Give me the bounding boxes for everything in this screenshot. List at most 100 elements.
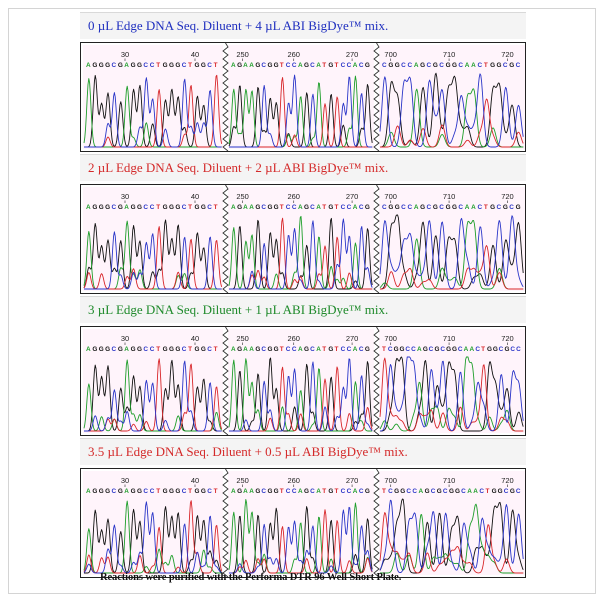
- chromatogram-svg: 30 40 A GGGC GA GGC C T GGGC T GGC T 250 260 270 AGAAGC…: [83, 43, 525, 151]
- position-tick-label: 30: [121, 192, 129, 201]
- chromatogram-panel: 700 710 720 T CGGCCAGCGCGGCAACT GGCGC: [379, 471, 525, 575]
- chromatogram-panel: 250 260 270 AGAAGCGGT CCAGCAT GT CCACG: [228, 45, 374, 149]
- chromatogram-panel: 250 260 270 AGAAGCGGT CCAGCAT GT CCACG: [228, 329, 374, 433]
- base-call-sequence: AGAAGCGGT CCAGCAT GT CCACG: [231, 204, 370, 211]
- trace-t: [229, 217, 373, 290]
- chromatogram-svg: 30 40 A GGGC GA GGC C T GGGC T GGC T 250 260 270 AGAAGC…: [83, 327, 525, 435]
- section-title: 0 µL Edge DNA Seq. Diluent + 4 µL ABI Bi…: [80, 12, 526, 39]
- position-tick-label: 250: [236, 50, 249, 59]
- trace-t: [84, 74, 223, 148]
- chromatogram-svg: 30 40 A GGGC GA GGC C T GGGC T GGC T 250 260 270 AGAAGC…: [83, 469, 525, 577]
- trace-a: [228, 75, 373, 148]
- trace-c: [229, 74, 373, 148]
- base-call-sequence: A GGGC GA GGC C T GGGC T GGC T: [86, 346, 218, 353]
- chromatogram-row: 30 40 A GGGC GA GGC C T GGGC T GGC T 250 260 270 AGAAGC…: [80, 468, 526, 578]
- position-tick-label: 270: [346, 192, 359, 201]
- trace-a: [83, 500, 222, 574]
- chromatogram-section: 2 µL Edge DNA Seq. Diluent + 2 µL ABI Bi…: [80, 154, 526, 296]
- trace-c: [84, 77, 222, 148]
- position-tick-label: 30: [121, 334, 129, 343]
- position-tick-label: 720: [501, 50, 514, 59]
- position-tick-label: 260: [287, 334, 300, 343]
- position-tick-label: 40: [191, 334, 199, 343]
- trace-t: [380, 98, 524, 148]
- position-tick-label: 710: [443, 334, 456, 343]
- trace-c: [379, 215, 524, 290]
- panel-break-line: [373, 327, 380, 435]
- base-call-sequence: AGAAGCGGT CCAGCAT GT CCACG: [231, 62, 370, 69]
- panel-background: [83, 329, 223, 433]
- panel-break-line: [222, 185, 229, 293]
- position-tick-label: 720: [501, 192, 514, 201]
- position-tick-label: 40: [191, 192, 199, 201]
- figure-caption: Reactions were purified with the Perform…: [100, 572, 402, 583]
- position-tick-label: 700: [384, 50, 397, 59]
- chromatogram-section: 3 µL Edge DNA Seq. Diluent + 1 µL ABI Bi…: [80, 296, 526, 438]
- chromatogram-panel: 700 710 720 C GGC C A GC GC GGC A A C T GGC GC: [379, 45, 525, 149]
- chromatogram-panel: 30 40 A GGGC GA GGC C T GGGC T GGC T: [83, 45, 223, 149]
- panel-background: [228, 329, 374, 433]
- chromatogram-row: 30 40 A GGGC GA GGC C T GGGC T GGC T 250 260 270 AGAAGC…: [80, 184, 526, 294]
- position-tick-label: 250: [236, 476, 249, 485]
- panel-break-line: [373, 469, 380, 577]
- chromatogram-row: 30 40 A GGGC GA GGC C T GGGC T GGC T 250 260 270 AGAAGC…: [80, 326, 526, 436]
- trace-c: [229, 218, 373, 290]
- chromatogram-section: 3.5 µL Edge DNA Seq. Diluent + 0.5 µL AB…: [80, 438, 526, 580]
- position-tick-label: 710: [443, 192, 456, 201]
- trace-g: [379, 498, 524, 574]
- panel-break-line: [373, 185, 380, 293]
- section-title: 2 µL Edge DNA Seq. Diluent + 2 µL ABI Bi…: [80, 154, 526, 181]
- trace-g: [84, 74, 222, 148]
- panel-break-line: [222, 43, 229, 151]
- chromatogram-panel: 30 40 A GGGC GA GGC C T GGGC T GGC T: [83, 471, 223, 575]
- chromatogram-panel: 700 710 720 C GGC C A GC GC GGC A A C T GC GC G: [379, 187, 525, 291]
- trace-c: [83, 501, 222, 574]
- panel-background: [379, 471, 525, 575]
- position-tick-label: 700: [384, 192, 397, 201]
- chromatogram-panel: 700 710 720 T CGGCCAGCGCGGCAACT GGCGCC: [379, 329, 525, 433]
- trace-c: [229, 358, 373, 432]
- panel-background: [379, 45, 525, 149]
- panel-background: [83, 45, 223, 149]
- panel-background: [83, 187, 223, 291]
- trace-g: [379, 214, 524, 290]
- chromatogram-section: 0 µL Edge DNA Seq. Diluent + 4 µL ABI Bi…: [80, 12, 526, 154]
- chromatogram-panel: 30 40 A GGGC GA GGC C T GGGC T GGC T: [83, 187, 223, 291]
- chromatogram-panel: 30 40 A GGGC GA GGC C T GGGC T GGC T: [83, 329, 223, 433]
- chromatogram-panel: 250 260 270 AGAAGCGGT CCAGCAT GT CCACG: [228, 471, 374, 575]
- position-tick-label: 260: [287, 192, 300, 201]
- base-call-sequence: C GGC C A GC GC GGC A A C T GC GC G: [382, 204, 521, 211]
- position-tick-label: 700: [384, 476, 397, 485]
- base-call-sequence: A GGGC GA GGC C T GGGC T GGC T: [86, 204, 218, 211]
- position-tick-label: 720: [501, 334, 514, 343]
- panel-background: [379, 187, 525, 291]
- position-tick-label: 270: [346, 334, 359, 343]
- position-tick-label: 30: [121, 476, 129, 485]
- position-tick-label: 260: [287, 476, 300, 485]
- panel-background: [379, 329, 525, 433]
- trace-g: [83, 219, 222, 290]
- position-tick-label: 270: [346, 50, 359, 59]
- panel-break-line: [373, 43, 380, 151]
- base-call-sequence: A GGGC GA GGC C T GGGC T GGC T: [86, 488, 218, 495]
- position-tick-label: 260: [287, 50, 300, 59]
- position-tick-label: 270: [346, 476, 359, 485]
- trace-c: [379, 73, 524, 148]
- trace-a: [228, 499, 373, 574]
- base-call-sequence: AGAAGCGGT CCAGCAT GT CCACG: [231, 346, 370, 353]
- position-tick-label: 250: [236, 334, 249, 343]
- section-title: 3.5 µL Edge DNA Seq. Diluent + 0.5 µL AB…: [80, 438, 526, 465]
- panel-break-line: [222, 469, 229, 577]
- trace-c: [379, 499, 524, 574]
- trace-c: [84, 360, 222, 432]
- position-tick-label: 40: [191, 50, 199, 59]
- trace-g: [229, 217, 373, 290]
- trace-t: [379, 512, 524, 574]
- trace-c: [379, 356, 524, 432]
- trace-g: [379, 72, 524, 148]
- position-tick-label: 700: [384, 334, 397, 343]
- position-tick-label: 710: [443, 50, 456, 59]
- position-tick-label: 30: [121, 50, 129, 59]
- panel-break-line: [222, 327, 229, 435]
- position-tick-label: 250: [236, 192, 249, 201]
